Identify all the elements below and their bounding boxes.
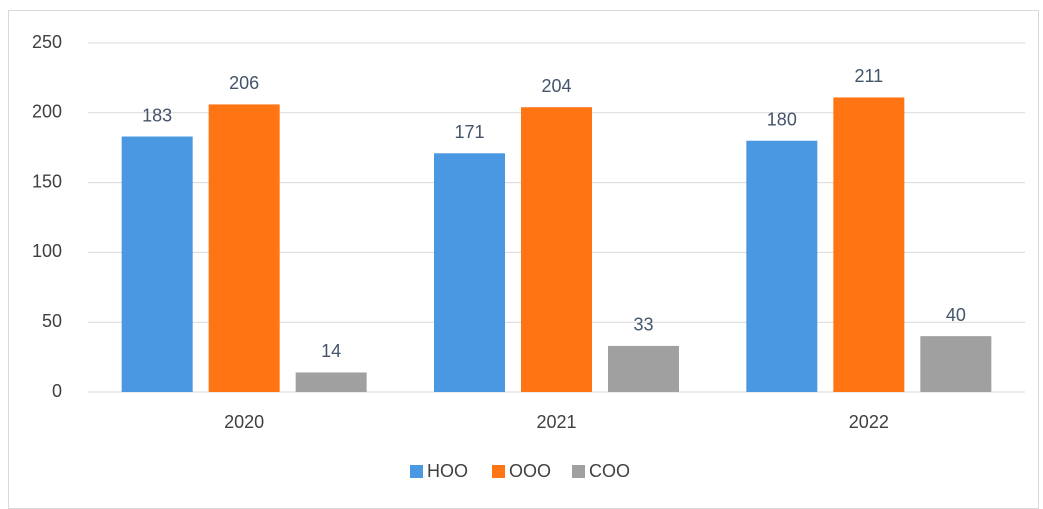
y-tick-label: 250 (32, 32, 62, 52)
bar (434, 153, 505, 392)
x-tick-label: 2021 (536, 412, 576, 432)
legend-swatch (572, 465, 585, 478)
y-tick-label: 200 (32, 102, 62, 122)
bar (121, 136, 193, 392)
bar (833, 97, 905, 392)
bar (521, 107, 592, 392)
value-label: 180 (767, 109, 797, 129)
bar (608, 345, 679, 392)
bar (208, 104, 280, 392)
value-label: 183 (142, 105, 172, 125)
y-tick-label: 150 (32, 171, 62, 191)
legend-swatch (410, 465, 423, 478)
value-label: 206 (229, 73, 259, 93)
legend-label: OOO (509, 461, 551, 481)
x-tick-label: 2020 (224, 412, 264, 432)
value-label: 171 (454, 122, 484, 142)
value-label: 40 (946, 305, 966, 325)
y-tick-label: 50 (42, 311, 62, 331)
legend-swatch (492, 465, 505, 478)
value-label: 204 (541, 76, 571, 96)
value-label: 33 (633, 315, 653, 335)
legend-label: HOO (427, 461, 468, 481)
y-tick-label: 100 (32, 241, 62, 261)
bar (746, 140, 818, 392)
bar (295, 372, 367, 392)
value-label: 211 (854, 66, 883, 86)
value-label: 14 (321, 341, 341, 361)
x-tick-label: 2022 (849, 412, 889, 432)
y-tick-label: 0 (52, 381, 62, 401)
legend-label: COO (589, 461, 630, 481)
bar (920, 336, 992, 392)
